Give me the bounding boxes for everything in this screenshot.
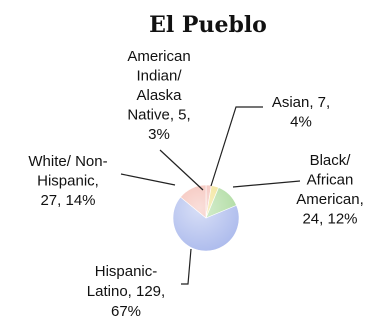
slice-label: Hispanic-Latino, 129, 67% bbox=[87, 263, 165, 320]
leader-line bbox=[210, 106, 263, 187]
slice-label: Black/African American, 24, 12% bbox=[296, 152, 364, 228]
leader-line bbox=[181, 248, 192, 285]
pie-sheen bbox=[173, 185, 239, 251]
leader-lines bbox=[120, 106, 301, 285]
slice-labels: American Indian/Alaska Native, 5, 3% Asian, … bbox=[28, 48, 363, 320]
leader-line bbox=[232, 180, 301, 188]
slice-label: American Indian/Alaska Native, 5, 3% bbox=[127, 48, 190, 143]
chart-title: El Pueblo bbox=[149, 12, 267, 38]
leader-line bbox=[120, 173, 176, 186]
leader-line bbox=[159, 149, 204, 191]
slice-label: Asian, 7, 4% bbox=[272, 94, 330, 131]
slice-label: White/ Non-Hispanic, 27, 14% bbox=[28, 153, 107, 209]
